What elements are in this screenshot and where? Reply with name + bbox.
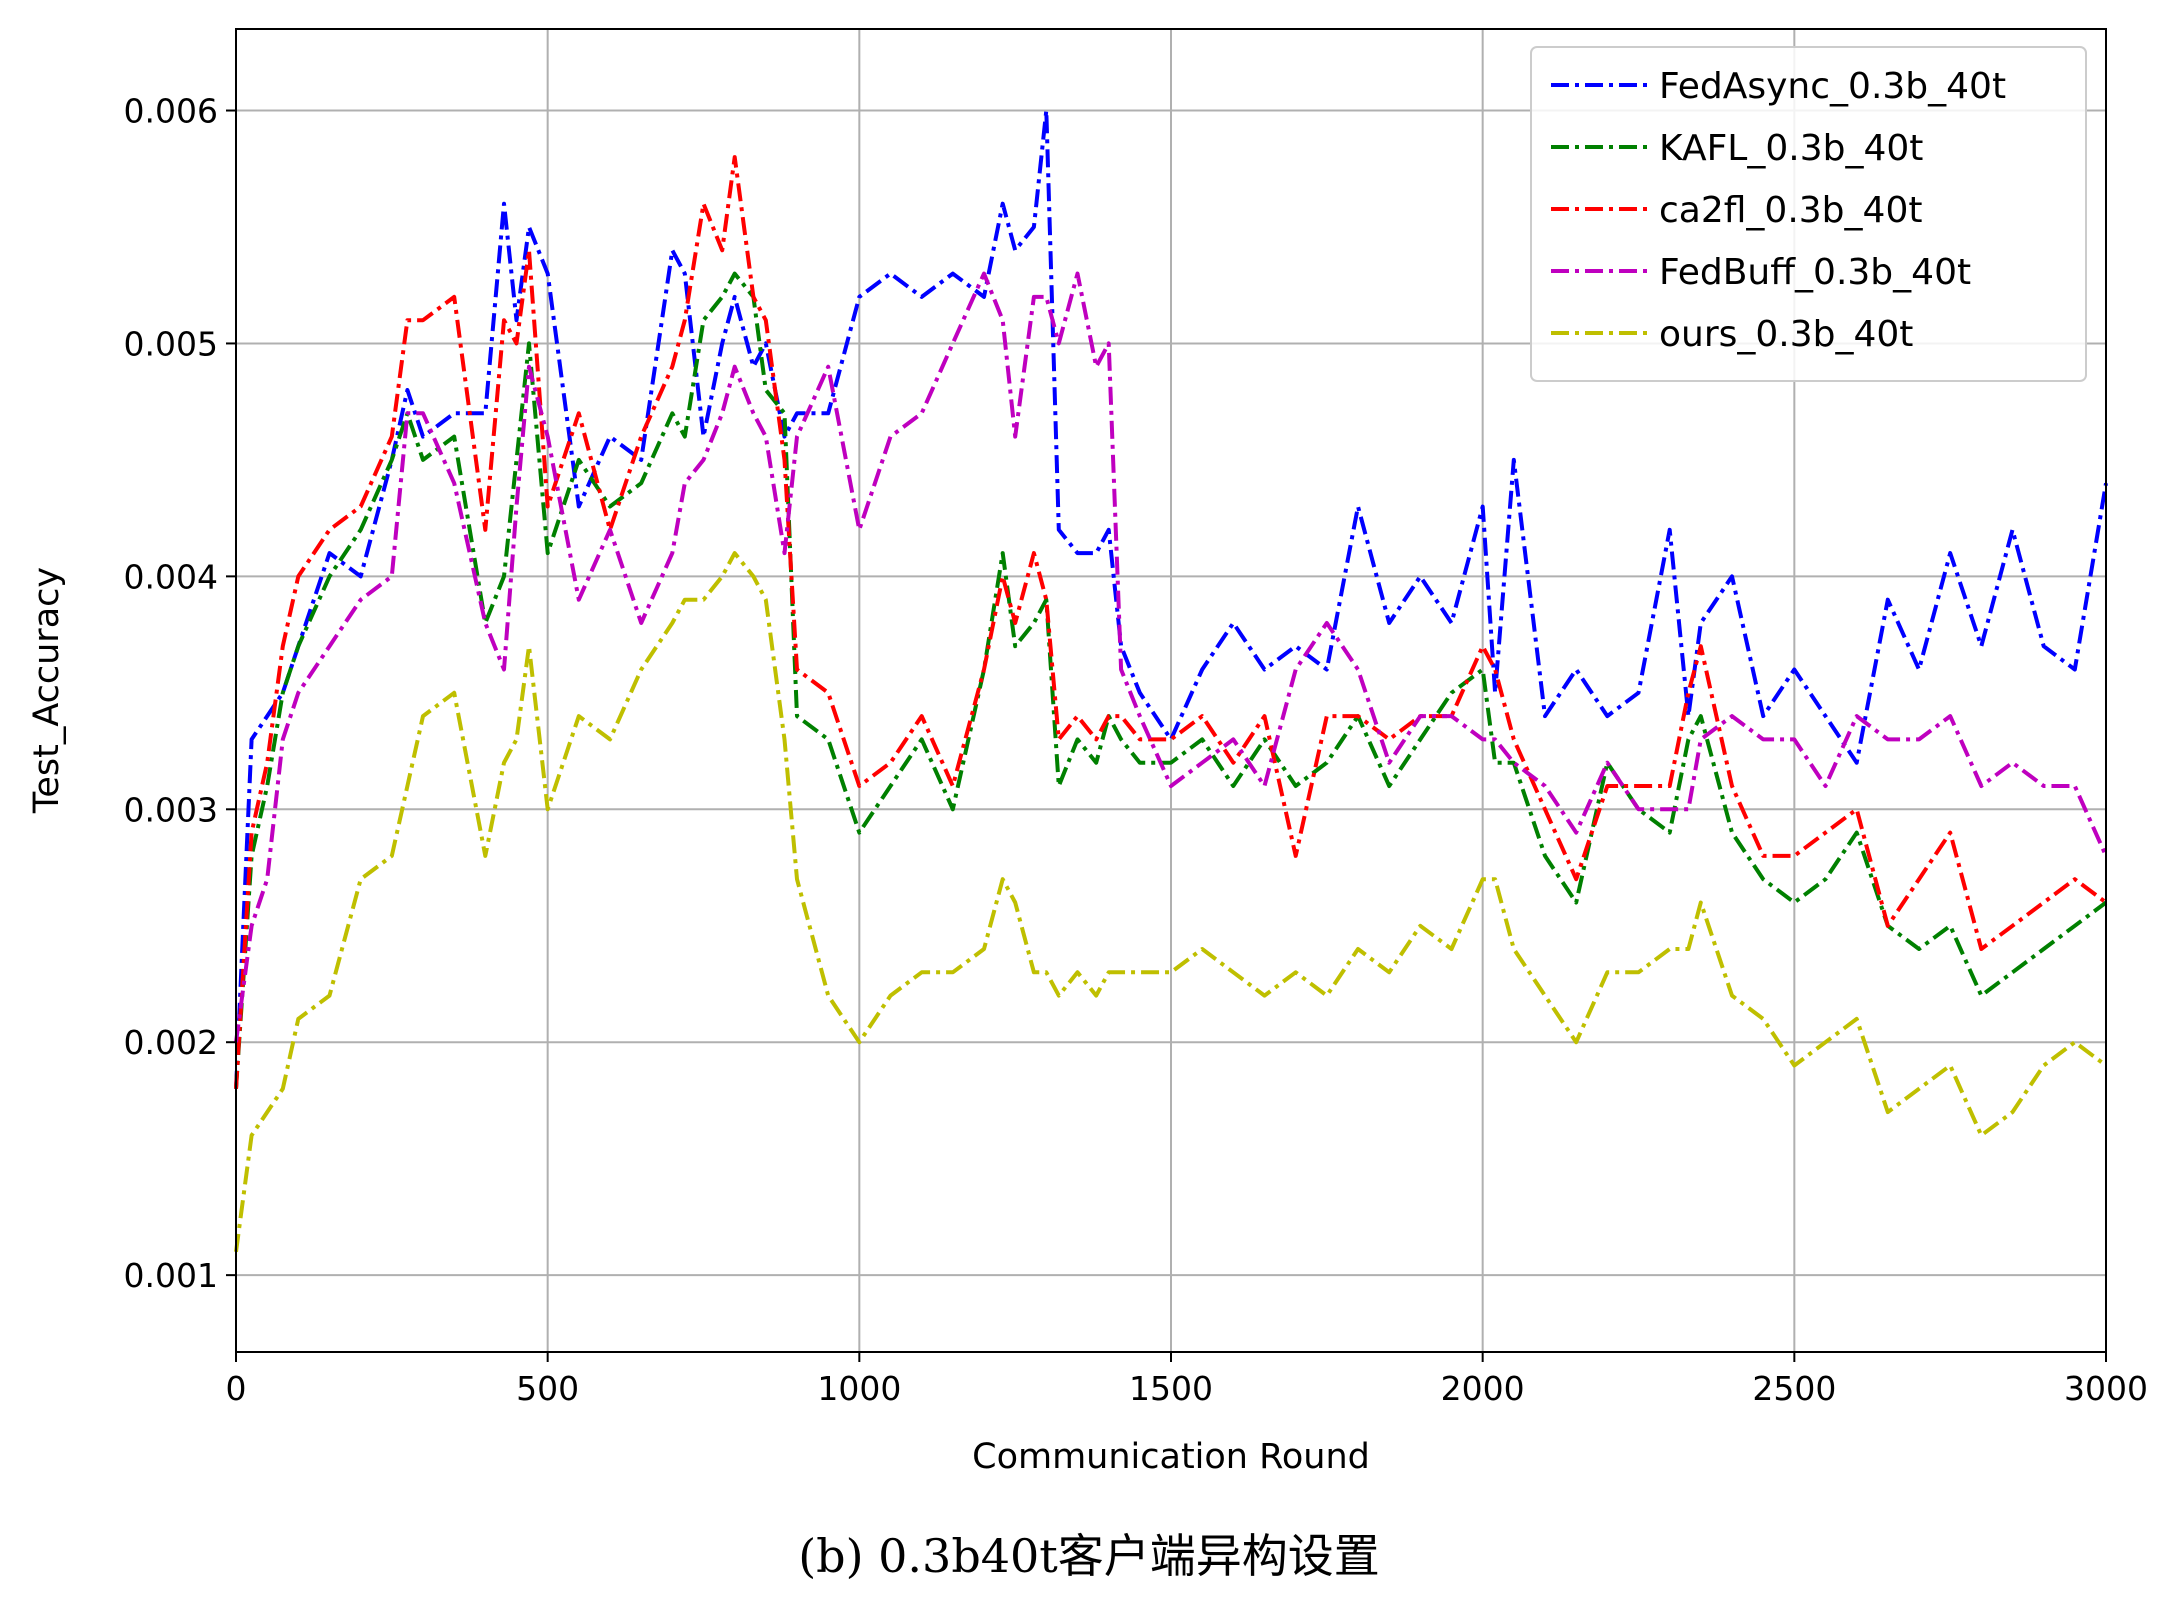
x-tick-label: 0: [226, 1369, 247, 1408]
axis-ticks: 0 500 1000 1500 2000 2500 3000 0.001 0.002 0.003 0…: [124, 92, 2148, 1408]
x-tick-label: 1000: [817, 1369, 901, 1408]
legend-label: ours_0.3b_40t: [1659, 314, 1913, 355]
y-tick-label: 0.005: [124, 324, 218, 363]
x-tick-label: 2000: [1441, 1369, 1525, 1408]
y-tick-label: 0.006: [124, 92, 218, 131]
x-tick-label: 500: [516, 1369, 579, 1408]
x-tick-label: 2500: [1752, 1369, 1836, 1408]
x-tick-label: 3000: [2064, 1369, 2148, 1408]
series-line-4: [234, 551, 2108, 1253]
series-line-0: [234, 108, 2108, 1089]
legend-label: FedBuff_0.3b_40t: [1659, 252, 1971, 293]
x-tick-label: 1500: [1129, 1369, 1213, 1408]
legend-label: ca2fl_0.3b_40t: [1659, 190, 1922, 231]
series-line-3: [234, 271, 2108, 1043]
series-line-1: [234, 271, 2108, 1089]
legend-label: KAFL_0.3b_40t: [1659, 128, 1923, 169]
grid-lines: [235, 29, 2107, 1352]
y-tick-label: 0.003: [124, 790, 218, 829]
x-axis-label: Communication Round: [972, 1437, 1370, 1477]
figure-caption: (b) 0.3b40t客户端异构设置: [798, 1529, 1380, 1583]
series-lines: [234, 108, 2108, 1253]
y-tick-label: 0.002: [124, 1023, 218, 1062]
legend-label: FedAsync_0.3b_40t: [1659, 66, 2006, 107]
y-axis-label: Test_Accuracy: [27, 567, 67, 814]
y-tick-label: 0.004: [124, 557, 218, 596]
y-tick-label: 0.001: [124, 1256, 218, 1295]
legend-box: [1530, 46, 2087, 382]
legend: FedAsync_0.3b_40t KAFL_0.3b_40t ca2fl_0.3b…: [1530, 46, 2087, 382]
